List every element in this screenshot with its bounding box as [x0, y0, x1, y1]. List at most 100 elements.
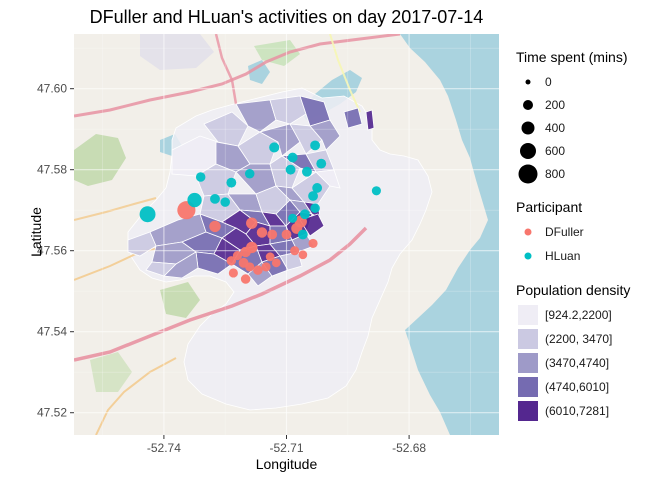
activity-point-dfuller[interactable]: [226, 256, 237, 266]
legend-density-label: [924.2,2200]: [545, 308, 612, 322]
activity-point-hluan[interactable]: [287, 152, 298, 163]
legend-color-key: [516, 244, 540, 268]
legend-time-item-0: 0: [516, 70, 628, 93]
legend-density-label: (3470,4740]: [545, 356, 610, 370]
activity-point-dfuller[interactable]: [261, 262, 271, 272]
activity-point-dfuller[interactable]: [271, 258, 281, 268]
y-axis: 47.60 47.58 47.56 47.54 47.52: [37, 82, 74, 420]
activity-point-hluan[interactable]: [226, 177, 237, 188]
legend-size-key: [516, 70, 540, 94]
census-tract[interactable]: [365, 109, 375, 131]
y-tick-label: 47.54: [37, 325, 67, 339]
legend-time-title: Time spent (mins): [516, 49, 628, 65]
ocean: [400, 34, 499, 435]
legend-density-item[interactable]: [924.2,2200]: [516, 303, 630, 327]
activity-point-dfuller[interactable]: [246, 217, 258, 229]
activity-point-hluan[interactable]: [302, 166, 312, 177]
activity-point-dfuller[interactable]: [281, 229, 292, 240]
road-d: [74, 197, 157, 221]
legend-participant-label: DFuller: [545, 225, 584, 239]
activity-point-hluan[interactable]: [210, 193, 220, 204]
legend-time-item-400: 400: [516, 116, 628, 139]
activity-point-hluan[interactable]: [371, 186, 381, 196]
legend-density-title: Population density: [516, 282, 631, 298]
legend-participant-dfuller[interactable]: DFuller: [516, 220, 584, 244]
census-tract[interactable]: [269, 95, 307, 125]
activity-point-hluan[interactable]: [316, 158, 327, 169]
density-tracts[interactable]: [127, 95, 375, 287]
activity-point-hluan[interactable]: [187, 192, 202, 208]
legend-density-label: (2200, 3470]: [545, 332, 613, 346]
census-tract[interactable]: [343, 107, 363, 129]
golf-area: [160, 282, 200, 318]
activity-point-hluan[interactable]: [220, 197, 230, 207]
activity-point-hluan[interactable]: [285, 164, 296, 175]
census-tract[interactable]: [258, 123, 301, 157]
activity-point-dfuller[interactable]: [290, 246, 300, 256]
legend-time-label: 600: [545, 143, 566, 158]
activity-point-hluan[interactable]: [288, 213, 298, 223]
legend-density-item[interactable]: (4740,6010]: [516, 375, 630, 399]
legend-population-density: Population density [924.2,2200] (2200, 3…: [516, 281, 630, 423]
census-tract[interactable]: [203, 111, 249, 147]
census-tract[interactable]: [315, 169, 341, 189]
y-tick-label: 47.52: [37, 406, 67, 420]
highway-main: [74, 226, 368, 362]
legend-time-item-600: 600: [516, 139, 628, 162]
activity-point-hluan[interactable]: [299, 209, 310, 220]
highway-east: [214, 34, 238, 105]
y-tick-label: 47.56: [37, 244, 67, 258]
activity-point-dfuller[interactable]: [245, 262, 255, 272]
legend-density-label: (6010,7281]: [545, 404, 610, 418]
census-tract[interactable]: [269, 155, 301, 189]
activity-point-hluan[interactable]: [244, 168, 255, 179]
activity-point-hluan[interactable]: [312, 183, 323, 193]
activity-point-dfuller[interactable]: [267, 229, 278, 240]
activity-point-hluan[interactable]: [195, 172, 206, 182]
legend-size-key: [516, 139, 540, 163]
park-north: [254, 40, 300, 66]
road-b: [95, 357, 177, 435]
activity-point-dfuller[interactable]: [240, 274, 251, 284]
activity-point-hluan[interactable]: [139, 206, 156, 223]
legend-density-item[interactable]: (6010,7281]: [516, 399, 630, 423]
activity-point-dfuller[interactable]: [308, 238, 318, 248]
activity-point-hluan[interactable]: [310, 203, 320, 213]
activity-point-dfuller[interactable]: [256, 227, 268, 238]
activity-point-hluan[interactable]: [297, 229, 308, 240]
activity-points[interactable]: [139, 140, 381, 284]
census-tract[interactable]: [235, 99, 277, 133]
activity-point-dfuller[interactable]: [253, 265, 263, 275]
y-tick-label: 47.58: [37, 163, 67, 177]
pond-south: [468, 392, 488, 412]
activity-point-hluan[interactable]: [308, 191, 318, 201]
activity-point-dfuller[interactable]: [298, 250, 308, 260]
legend-time-label: 400: [545, 120, 566, 135]
activity-point-dfuller[interactable]: [240, 246, 251, 258]
lake-north: [248, 60, 270, 84]
legend-time-label: 800: [545, 166, 566, 181]
activity-point-hluan[interactable]: [310, 140, 321, 151]
activity-point-dfuller[interactable]: [265, 252, 275, 262]
legend-density-item[interactable]: (3470,4740]: [516, 351, 630, 375]
legend-fill-key: [516, 375, 540, 399]
census-tract[interactable]: [291, 171, 331, 205]
legend-size-key: [516, 116, 540, 140]
legend-time-spent: Time spent (mins) 0 200 400 600 800: [516, 48, 628, 185]
legend-time-label: 0: [545, 74, 552, 89]
activity-point-dfuller[interactable]: [228, 268, 238, 278]
activity-point-dfuller[interactable]: [209, 220, 221, 233]
census-tract[interactable]: [309, 119, 341, 151]
legend-participant-title: Participant: [516, 199, 583, 215]
legend-density-item[interactable]: (2200, 3470]: [516, 327, 630, 351]
census-tract[interactable]: [237, 131, 279, 165]
legend-time-item-800: 800: [516, 162, 628, 185]
legend-participant-hluan[interactable]: HLuan: [516, 244, 584, 268]
activity-point-dfuller[interactable]: [232, 250, 243, 261]
road-c: [329, 34, 361, 113]
legend-fill-key: [516, 327, 540, 351]
x-axis: -52.74 -52.71 -52.68: [147, 435, 426, 455]
park-south: [90, 352, 132, 392]
activity-point-hluan[interactable]: [269, 142, 280, 153]
